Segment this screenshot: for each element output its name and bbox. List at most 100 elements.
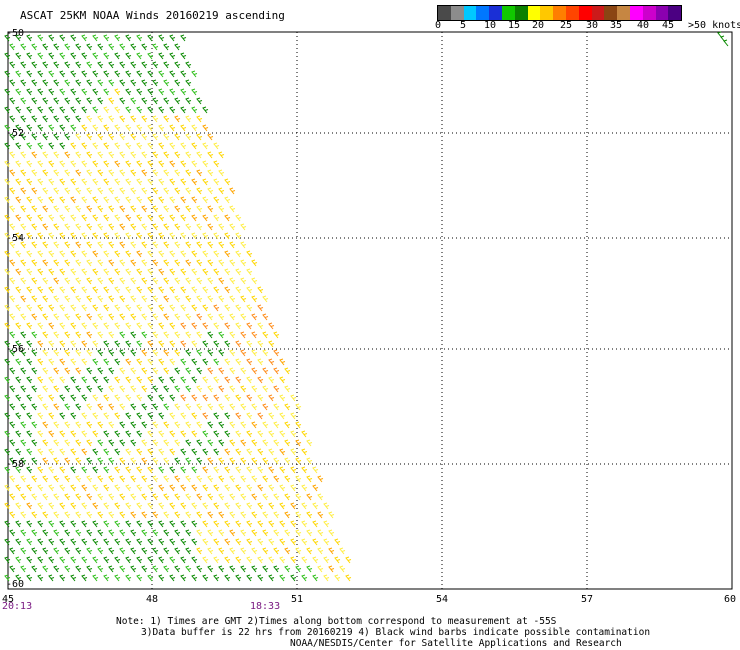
wind-barb (70, 250, 77, 258)
wind-barb (108, 367, 115, 375)
wind-barb (92, 502, 99, 510)
wind-barb (103, 466, 110, 474)
wind-barb (202, 484, 209, 492)
wind-barb (86, 529, 93, 537)
wind-barb (103, 70, 110, 78)
wind-barb (86, 259, 93, 267)
wind-barb (42, 133, 49, 141)
wind-barb (180, 394, 187, 402)
wind-barb (130, 43, 137, 51)
legend-label: 20 (532, 20, 545, 31)
wind-barb (202, 556, 209, 564)
wind-barb (108, 259, 115, 267)
wind-barb (64, 97, 71, 105)
wind-barb (103, 160, 110, 168)
wind-barb (174, 547, 181, 555)
wind-barbs (4, 31, 729, 582)
note-line-1: Note: 1) Times are GMT 2)Times along bot… (116, 616, 557, 627)
wind-barb (273, 367, 280, 375)
wind-barb (4, 268, 11, 276)
wind-barb (70, 142, 77, 150)
wind-barb (130, 493, 137, 501)
wind-barb (119, 151, 126, 159)
wind-barb (37, 574, 44, 582)
wind-barb (125, 538, 132, 546)
wind-barb (92, 286, 99, 294)
wind-barb (31, 205, 38, 213)
wind-barb (163, 97, 170, 105)
wind-barb (119, 475, 126, 483)
wind-barb (75, 403, 82, 411)
map-axis-labels: -50 -52 -54 -56 -58 -60 45 48 51 54 57 6… (2, 28, 736, 612)
wind-barb (158, 52, 165, 60)
wind-barb (284, 529, 291, 537)
wind-barb (257, 394, 264, 402)
wind-barb (141, 421, 148, 429)
legend-swatch (604, 6, 618, 20)
wind-barb (191, 286, 198, 294)
wind-barb (147, 250, 154, 258)
wind-barb (180, 538, 187, 546)
wind-barb (37, 106, 44, 114)
wind-barb (119, 529, 126, 537)
wind-barb (279, 556, 286, 564)
legend-label: 30 (586, 20, 599, 31)
wind-barb (15, 574, 22, 582)
wind-barb (213, 412, 220, 420)
wind-barb (152, 151, 159, 159)
wind-barb (15, 520, 22, 528)
wind-barb (31, 187, 38, 195)
wind-barb (191, 322, 198, 330)
wind-barb (191, 574, 198, 582)
wind-barb (262, 529, 269, 537)
wind-barb (108, 241, 115, 249)
wind-barb (218, 529, 225, 537)
wind-barb (196, 547, 203, 555)
wind-barb (97, 457, 104, 465)
wind-barb (191, 556, 198, 564)
wind-barb (306, 511, 313, 519)
wind-barb (158, 34, 165, 42)
wind-barb (4, 232, 11, 240)
wind-barb (185, 547, 192, 555)
wind-barb (202, 178, 209, 186)
wind-barb (26, 124, 33, 132)
wind-barb (158, 466, 165, 474)
wind-barb (125, 502, 132, 510)
wind-barb (64, 403, 71, 411)
wind-speed-legend-labels: 0 5 10 15 20 25 30 35 40 45 >50 knots (430, 20, 740, 34)
wind-barb (306, 565, 313, 573)
wind-barb (53, 529, 60, 537)
wind-barb (185, 457, 192, 465)
wind-barb (141, 277, 148, 285)
wind-barb (136, 124, 143, 132)
wind-barb (75, 187, 82, 195)
wind-barb (262, 295, 269, 303)
wind-barb (59, 214, 66, 222)
wind-barb (202, 304, 209, 312)
wind-barb (207, 295, 214, 303)
wind-barb (334, 538, 341, 546)
wind-barb (70, 538, 77, 546)
wind-barb (141, 115, 148, 123)
legend-label: 0 (435, 20, 442, 31)
wind-barb (59, 448, 66, 456)
wind-barb (136, 232, 143, 240)
wind-barb (196, 259, 203, 267)
wind-barb (92, 124, 99, 132)
wind-barb (114, 124, 121, 132)
wind-barb (103, 34, 110, 42)
wind-barb (59, 502, 66, 510)
wind-barb (213, 574, 220, 582)
wind-barb (224, 250, 231, 258)
wind-barb (130, 241, 137, 249)
wind-barb (158, 430, 165, 438)
wind-barb (235, 304, 242, 312)
wind-barb (64, 223, 71, 231)
wind-barb (191, 376, 198, 384)
wind-barb (196, 295, 203, 303)
wind-barb (185, 61, 192, 69)
wind-barb (86, 241, 93, 249)
wind-barb (81, 232, 88, 240)
wind-barb (70, 376, 77, 384)
